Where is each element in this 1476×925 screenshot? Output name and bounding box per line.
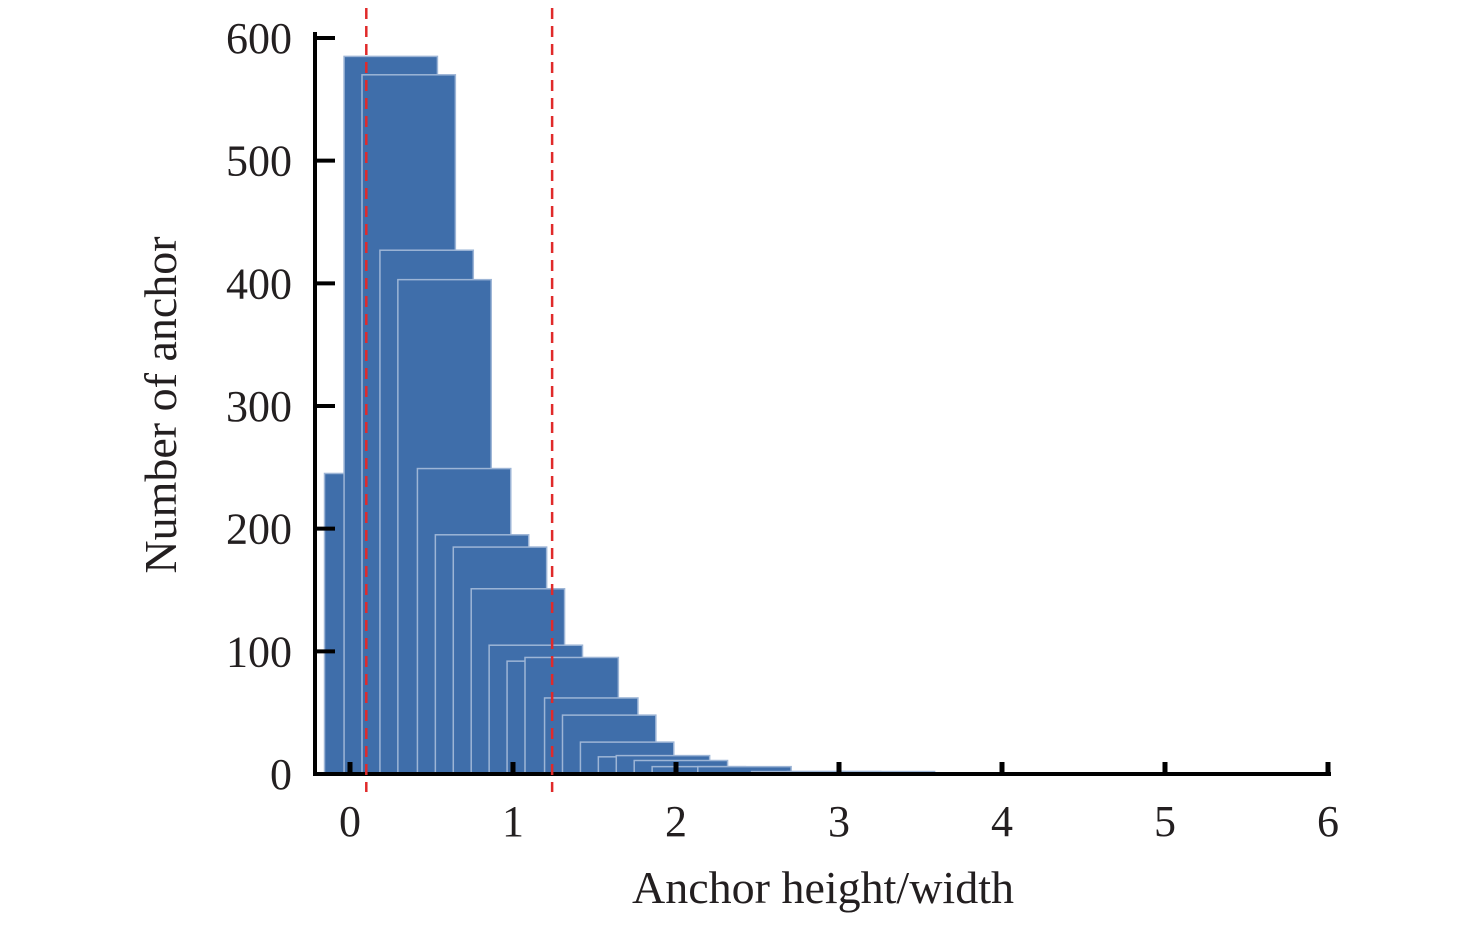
x-tick-label-4: 4 <box>991 797 1013 846</box>
x-tick-label-0: 0 <box>339 797 361 846</box>
ticks-group: 0 100 200 300 400 500 600 0 1 2 3 4 5 6 <box>226 14 1339 846</box>
x-tick-label-3: 3 <box>828 797 850 846</box>
x-tick-label-1: 1 <box>502 797 524 846</box>
bars-group <box>323 55 936 775</box>
x-axis-title: Anchor height/width <box>632 862 1014 913</box>
x-tick-label-6: 6 <box>1317 797 1339 846</box>
y-tick-label-0: 0 <box>270 750 292 799</box>
y-tick-label-200: 200 <box>226 505 292 554</box>
y-tick-label-500: 500 <box>226 137 292 186</box>
x-tick-label-5: 5 <box>1154 797 1176 846</box>
x-tick-label-2: 2 <box>665 797 687 846</box>
y-tick-label-100: 100 <box>226 627 292 676</box>
y-axis-title: Number of anchor <box>135 236 186 573</box>
reference-lines-group <box>365 8 554 792</box>
y-tick-label-300: 300 <box>226 382 292 431</box>
y-tick-label-600: 600 <box>226 14 292 63</box>
y-tick-label-400: 400 <box>226 259 292 308</box>
